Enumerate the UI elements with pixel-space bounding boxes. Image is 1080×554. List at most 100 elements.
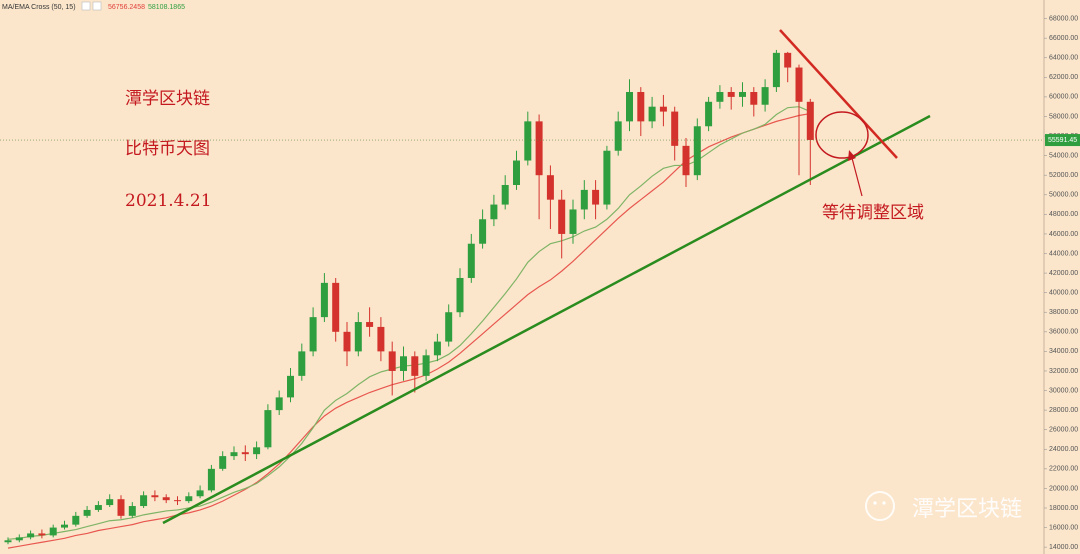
candle-body [693,126,701,176]
moving-average-line [7,106,811,540]
candle-body [343,331,351,352]
candle-body [727,92,735,97]
y-tick-label: 24000.00 [1049,446,1078,453]
candle-body [659,106,667,112]
candle-body [626,92,633,122]
candle-body [27,533,35,538]
y-tick-label: 30000.00 [1049,387,1078,394]
candle-body [151,495,159,498]
candle-body [592,189,600,205]
watermark: 潭学区块链 [912,497,1022,522]
candle-body [456,277,464,313]
candle-body [750,92,758,105]
candle-body [535,121,543,176]
y-tick-label: 50000.00 [1049,192,1078,199]
y-tick-label: 42000.00 [1049,270,1078,277]
candle-body [196,490,204,497]
watermark-logo [865,491,895,521]
candle-body [580,189,588,210]
y-tick-label: 64000.00 [1049,55,1078,62]
candle-body [445,312,453,342]
candle-body [219,456,227,469]
candle-body [298,351,306,376]
candle-body [411,356,419,376]
highlight-circle [815,111,869,159]
candle-body [128,506,136,516]
candle-body [467,243,475,278]
candle-body [140,495,148,507]
candle-body [366,322,374,327]
indicator-value: 58108.1865 [148,4,185,11]
y-tick-label: 46000.00 [1049,231,1078,238]
candle-body [479,219,487,244]
candle-body [558,199,566,234]
annotation-note: 等待调整区域 [822,203,924,223]
watermark-logo-dot [882,501,886,505]
candle-body [287,375,294,398]
arrow-head [848,150,856,161]
y-tick-label: 66000.00 [1049,35,1078,42]
candle-body [106,499,114,506]
moving-average-line [7,112,811,549]
y-tick-label: 20000.00 [1049,485,1078,492]
plot [4,49,814,549]
icon[interactable] [81,1,91,11]
candle-body [377,326,385,352]
candle-body [354,322,362,352]
candle-body [603,150,611,205]
resistance-trend-line [779,29,898,159]
y-tick-label: 52000.00 [1049,172,1078,179]
candle-body [806,101,814,140]
watermark-logo-dot [873,501,877,505]
candle-body [648,106,656,122]
annotation-date: 2021.4.21 [125,191,212,211]
candle-body [332,282,340,332]
annotations: 潭学区块链 比特币天图 2021.4.21 等待调整区域 潭学区块链 [125,29,1022,525]
candle-body [637,92,645,122]
candle-body [524,121,532,161]
candle-body [569,209,577,234]
indicator-header: MA/EMA Cross (50, 15) 56756.2458 58108.1… [2,1,185,11]
candle-body [716,92,724,102]
y-tick-label: 48000.00 [1049,211,1078,218]
candle-body [230,452,238,457]
candle-body [185,496,193,502]
candle-body [241,452,249,455]
candle-body [614,121,622,151]
candle-body [275,397,283,411]
candle-body [761,87,769,105]
candle-body [546,175,554,200]
candle-body [682,145,690,176]
candle-body [49,527,57,536]
annotation-subtitle: 比特币天图 [125,139,210,159]
candle-body [400,356,407,371]
candle-body [705,101,713,127]
last-price-box [1045,134,1080,147]
candle-body [388,351,396,371]
y-tick-label: 26000.00 [1049,427,1078,434]
y-tick-label: 58000.00 [1049,113,1078,120]
candle-body [4,540,12,543]
y-tick-label: 14000.00 [1049,544,1078,551]
annotation-title: 潭学区块链 [125,89,210,109]
y-tick-label: 60000.00 [1049,94,1078,101]
candle-body [162,497,170,501]
indicator-value: 56756.2458 [108,4,145,11]
candle-body [513,160,520,185]
candle-body [739,92,746,97]
candle-body [309,317,317,352]
candle-body [422,355,430,376]
y-tick-label: 62000.00 [1049,74,1078,81]
y-tick-label: 22000.00 [1049,466,1078,473]
last-price-label: 55591.45 [1048,137,1077,144]
y-tick-label: 38000.00 [1049,309,1078,316]
y-tick-label: 16000.00 [1049,524,1078,531]
candle-body [174,500,181,502]
support-trend-line [162,114,931,525]
y-tick-label: 40000.00 [1049,290,1078,297]
candle-body [501,184,509,205]
candle-body [490,204,498,220]
icon[interactable] [92,1,102,11]
